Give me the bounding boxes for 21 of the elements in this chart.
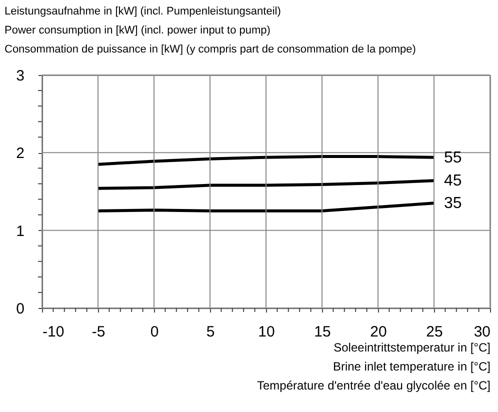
- series-label: 35: [444, 195, 462, 212]
- x-tick-label: 20: [370, 324, 387, 340]
- y-tick-label: 1: [16, 222, 24, 240]
- x-tick-label: 0: [150, 324, 159, 340]
- x-tick-label: 30: [474, 324, 490, 340]
- y-tick-label: 3: [16, 68, 24, 84]
- x-tick-label: 15: [314, 324, 331, 340]
- series-label: 55: [444, 149, 462, 166]
- y-tick-label: 2: [16, 145, 24, 162]
- x-tick-label: 10: [258, 324, 275, 340]
- x-tick-label: 5: [206, 324, 215, 340]
- x-axis-title: Soleeintrittstemperatur in [°C] Brine inlet temperature in [°C] Température d'entrée d'eau glycolée en [°C]: [256, 340, 490, 392]
- line-series: [96, 179, 436, 190]
- line-series: [96, 155, 436, 166]
- y-tick-label: 0: [16, 300, 24, 318]
- line-series: [96, 202, 436, 212]
- series-label: 45: [444, 172, 462, 190]
- x-tick-label: 25: [426, 324, 443, 340]
- x-tick-label: -10: [42, 324, 64, 340]
- y-axis-title: Leistungsaufnahme in [kW] (incl. Pumpenleistungsanteil) Power consumption in [kW] (incl. power input to pump) Consommation de puissance in [kW] (y compris part de consommation de la pompe): [4, 6, 416, 56]
- x-tick-label: -5: [92, 324, 106, 340]
